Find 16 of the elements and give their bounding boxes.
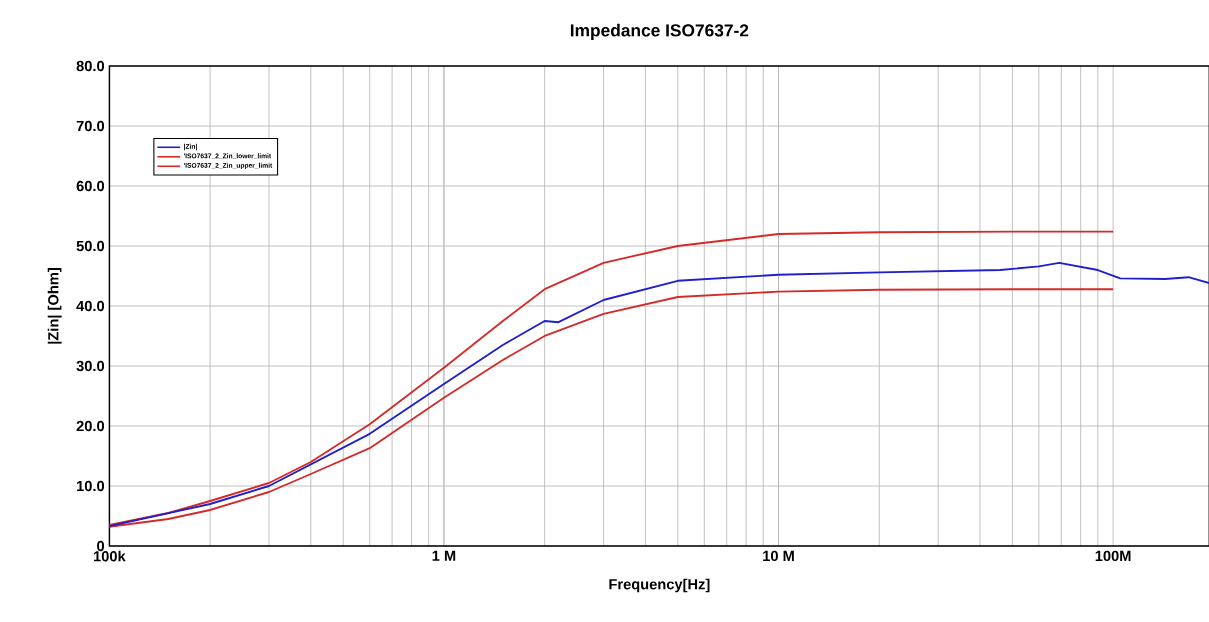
y-tick-label: 50.0 [76, 240, 105, 252]
y-tick-label: 40.0 [76, 300, 105, 312]
x-tick-label: 100k [93, 550, 126, 562]
y-axis-title: |Zin| [Ohm] [47, 268, 62, 344]
y-tick-label: 80.0 [76, 60, 105, 72]
y-tick-label: 10.0 [77, 480, 105, 492]
x-tick-label: 10 M [763, 550, 794, 562]
y-tick-label: 70.0 [76, 120, 105, 132]
y-tick-label: 60.0 [76, 180, 105, 192]
y-tick-label: 30.0 [76, 360, 105, 372]
chart-title: Impedance ISO7637-2 [570, 23, 749, 40]
x-tick-label: 1 M [432, 550, 456, 561]
x-tick-label: 100M [1095, 550, 1131, 562]
x-axis-title: Frequency[Hz] [609, 578, 710, 593]
y-tick-label: 0 [97, 540, 105, 552]
y-tick-label: 20.0 [76, 420, 105, 432]
